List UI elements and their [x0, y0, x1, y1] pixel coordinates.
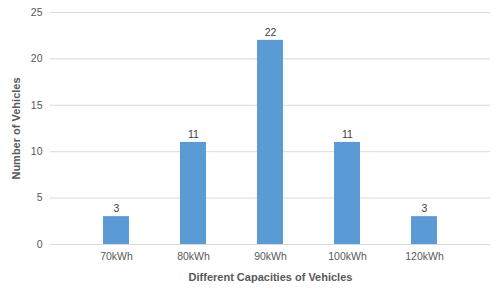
svg-text:100kWh: 100kWh	[328, 250, 367, 262]
svg-text:3: 3	[114, 202, 120, 214]
svg-text:5: 5	[37, 191, 43, 203]
svg-text:15: 15	[31, 99, 43, 111]
svg-text:11: 11	[342, 128, 353, 140]
svg-text:22: 22	[265, 26, 277, 38]
svg-text:90kWh: 90kWh	[254, 250, 287, 262]
svg-text:120kWh: 120kWh	[405, 250, 444, 262]
svg-text:20: 20	[31, 52, 43, 64]
svg-text:70kWh: 70kWh	[100, 250, 133, 262]
svg-text:Number of Vehicles: Number of Vehicles	[10, 77, 22, 179]
svg-text:3: 3	[422, 202, 428, 214]
svg-text:Different Capacities of Vehicl: Different Capacities of Vehicles	[189, 271, 353, 283]
svg-text:0: 0	[37, 238, 43, 250]
svg-text:80kWh: 80kWh	[177, 250, 210, 262]
svg-text:25: 25	[31, 6, 43, 18]
svg-text:10: 10	[31, 145, 43, 157]
svg-text:11: 11	[188, 128, 199, 140]
